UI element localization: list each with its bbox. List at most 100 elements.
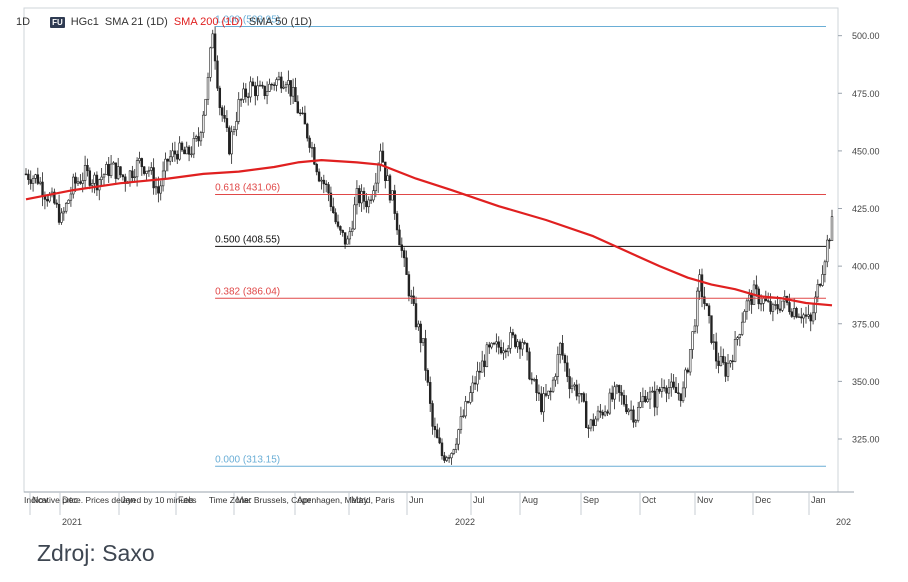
candle-body: [206, 76, 210, 100]
candle-body: [620, 392, 623, 396]
y-tick-label: 325.00: [852, 434, 880, 444]
candle-body: [506, 347, 510, 353]
candle-body: [218, 87, 222, 108]
candle-body: [483, 360, 486, 367]
symbol-label[interactable]: HGc1: [70, 16, 99, 28]
candle-body: [743, 311, 746, 323]
candle-body: [202, 114, 205, 133]
candle-body: [717, 360, 720, 366]
candle-body: [119, 166, 122, 176]
candle-body: [246, 96, 250, 98]
candle-body: [384, 161, 387, 181]
candle-body: [343, 232, 347, 245]
candle-body: [176, 153, 179, 160]
candle-body: [180, 142, 184, 151]
candle-body: [289, 80, 292, 97]
candle-body: [686, 369, 690, 373]
candle-body: [641, 395, 645, 403]
candle-body: [587, 427, 590, 429]
candle-body: [497, 341, 500, 348]
candle-body: [197, 136, 200, 142]
candle-body: [294, 87, 297, 102]
candle-body: [142, 166, 146, 174]
candle-body: [362, 191, 366, 202]
candle-body: [69, 193, 73, 201]
candle-body: [632, 409, 635, 423]
candle-body: [443, 455, 446, 461]
candle-body: [107, 164, 110, 177]
candle-body: [781, 300, 784, 311]
candle-body: [355, 188, 359, 206]
candle-body: [462, 415, 465, 418]
candle-body: [714, 341, 718, 362]
x-month-label: Feb: [178, 495, 194, 505]
candle-body: [270, 83, 274, 86]
candle-body: [450, 453, 453, 459]
candle-body: [580, 393, 583, 395]
candle-body: [729, 360, 732, 364]
candle-body: [800, 316, 803, 319]
candle-body: [358, 188, 361, 204]
candlestick-chart[interactable]: 500.00 475.00 450.00 425.00 400.00 375.00 350.…: [14, 0, 908, 530]
x-month-label: Apr: [297, 495, 311, 505]
candle-body: [133, 176, 136, 178]
candle-body: [771, 304, 775, 312]
sma200-label[interactable]: SMA 200 (1D): [173, 16, 243, 28]
candle-body: [303, 112, 307, 125]
candle-body: [100, 176, 103, 180]
candle-body: [670, 381, 673, 388]
candle-body: [646, 398, 649, 402]
candle-body: [412, 295, 415, 304]
candle-body: [322, 179, 326, 185]
candle-body: [719, 356, 723, 366]
candle-body: [518, 341, 522, 350]
candle-body: [277, 76, 281, 80]
candle-body: [424, 338, 427, 371]
candle-body: [131, 170, 134, 178]
timeframe-label[interactable]: 1D: [16, 16, 31, 28]
candle-body: [192, 138, 196, 155]
candle-body: [402, 250, 406, 259]
candle-body: [41, 181, 44, 197]
candle-body: [327, 184, 330, 194]
sma21-label[interactable]: SMA 21 (1D): [104, 16, 168, 28]
candle-body: [693, 325, 697, 332]
candle-body: [235, 121, 238, 130]
candle-body: [433, 426, 437, 431]
candle-body: [46, 199, 49, 202]
candle-body: [790, 311, 794, 317]
candle-body: [577, 393, 581, 397]
x-month-label: Dec: [62, 495, 79, 505]
candle-body: [315, 163, 318, 173]
candle-body: [376, 164, 380, 184]
candle-body: [490, 342, 493, 348]
candle-body: [83, 165, 87, 181]
candle-body: [667, 387, 671, 394]
candles-group: [24, 26, 834, 465]
candle-body: [625, 404, 628, 413]
x-month-label: Dec: [755, 495, 772, 505]
candle-body: [284, 84, 288, 88]
candle-body: [353, 204, 356, 230]
candle-body: [726, 362, 730, 377]
candle-body: [447, 457, 451, 459]
candle-body: [147, 170, 151, 172]
candle-body: [542, 393, 545, 413]
candle-body: [135, 160, 139, 178]
candle-body: [802, 314, 805, 319]
candle-body: [102, 174, 106, 178]
candle-body: [76, 181, 80, 184]
candle-body: [112, 162, 115, 165]
candle-body: [804, 314, 808, 317]
sma50-label[interactable]: SMA 50 (1D): [248, 16, 312, 28]
candle-body: [381, 150, 385, 163]
candle-body: [187, 146, 191, 155]
candle-body: [731, 360, 734, 362]
candle-body: [582, 393, 586, 402]
candle-body: [698, 274, 701, 292]
candle-body: [244, 88, 248, 98]
candle-body: [504, 350, 508, 353]
y-tick-label: 500.00: [852, 31, 880, 41]
candle-body: [700, 274, 704, 298]
x-month-label: Oct: [642, 495, 657, 505]
